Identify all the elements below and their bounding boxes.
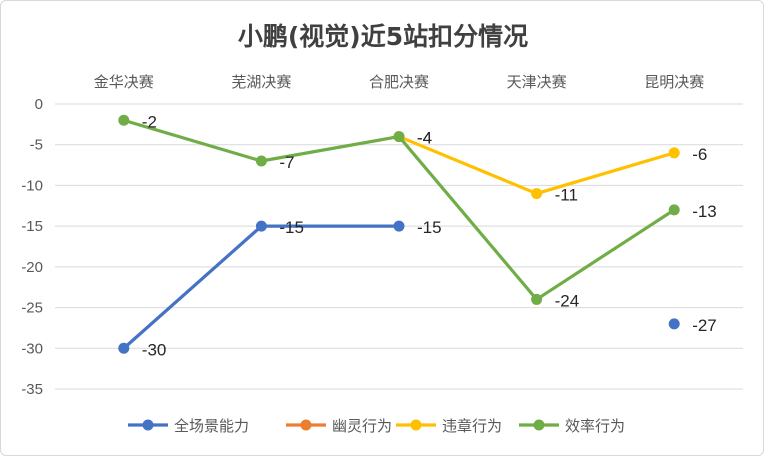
legend-marker [142,419,154,431]
data-point [668,318,680,330]
y-tick-label: -15 [21,218,43,235]
y-tick-label: -30 [21,340,43,357]
data-point [255,220,267,232]
data-label: -24 [555,291,580,310]
series-全场景能力 [118,220,680,354]
legend: 全场景能力 幽灵行为 违章行为 效率行为 [128,417,625,435]
legend-item: 效率行为 [519,417,625,435]
x-category-label: 金华决赛 [94,73,154,91]
data-label: -15 [417,218,442,237]
series-line [122,224,401,350]
y-tick-label: -5 [30,137,43,154]
data-label: -15 [279,218,304,237]
series-lines [118,114,680,354]
data-label: -4 [417,129,432,148]
y-tick-label: -35 [21,381,43,398]
data-point [668,204,680,216]
legend-marker [300,419,312,431]
legend-label: 效率行为 [565,417,625,435]
x-category-label: 昆明决赛 [644,73,704,91]
data-label: -7 [279,153,294,172]
legend-item: 幽灵行为 [286,417,392,435]
data-point [393,220,405,232]
series-违章行为 [393,131,680,200]
y-axis-ticks: 0 -5 -10 -15 -20 -25 -30 -35 [21,96,43,398]
legend-marker [533,419,545,431]
x-category-label: 天津决赛 [507,73,567,91]
x-category-label: 芜湖决赛 [231,73,291,91]
legend-item: 违章行为 [396,417,502,435]
x-axis-categories: 金华决赛 芜湖决赛 合肥决赛 天津决赛 昆明决赛 [94,73,704,91]
data-label: -13 [692,202,717,221]
y-tick-label: -25 [21,300,43,317]
legend-label: 幽灵行为 [332,417,392,435]
data-label: -6 [692,145,707,164]
legend-marker [410,419,422,431]
data-point [118,342,130,354]
data-labels: -30-15 -15-27-4-11-6-2-7-4-24-13 [142,112,717,359]
legend-label: 全场景能力 [174,417,249,435]
data-label: -2 [142,112,157,131]
data-point [393,131,405,143]
legend-label: 违章行为 [442,417,502,435]
data-point [531,188,543,200]
series-line [122,118,676,302]
data-label: -4 [417,129,432,148]
data-point [255,155,267,167]
chart-title: 小鹏(视觉)近5站扣分情况 [238,22,528,51]
y-tick-label: 0 [35,96,43,113]
data-label: -30 [142,340,167,359]
data-label: -11 [555,186,578,205]
y-tick-label: -10 [21,177,43,194]
data-point [118,114,130,126]
data-label: -27 [692,316,717,335]
y-tick-label: -20 [21,259,43,276]
series-效率行为 [118,114,680,305]
x-category-label: 合肥决赛 [369,73,429,91]
legend-item: 全场景能力 [128,417,249,435]
data-point [668,147,680,159]
data-point [531,293,543,305]
